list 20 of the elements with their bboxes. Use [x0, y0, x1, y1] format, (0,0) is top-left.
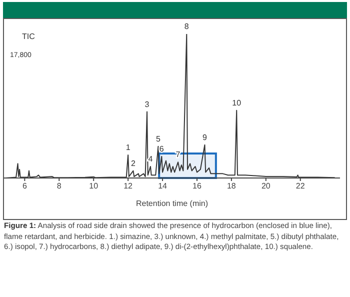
x-axis-title: Retention time (min) — [136, 199, 208, 208]
x-tick-label: 20 — [261, 182, 271, 191]
x-tick-label: 6 — [22, 182, 28, 191]
annotation: 1 — [126, 142, 131, 152]
x-tick-label: 8 — [56, 182, 62, 191]
y-axis-title: TIC — [22, 32, 35, 41]
x-tick-label: 12 — [124, 182, 134, 191]
annotation: 9 — [202, 132, 208, 142]
annotation: 3 — [144, 100, 150, 109]
annotation: 8 — [184, 22, 190, 31]
x-tick-label: 10 — [89, 182, 99, 191]
annotation: 10 — [232, 98, 242, 108]
x-tick-label: 22 — [296, 182, 306, 191]
x-tick-label: 18 — [226, 182, 236, 191]
x-tick-label: 14 — [158, 182, 168, 191]
annotation: 6 — [159, 144, 164, 154]
annotation: 2 — [131, 158, 136, 168]
x-tick-label: 16 — [192, 182, 202, 191]
annotation: 5 — [156, 134, 161, 144]
annotation: 4 — [148, 154, 154, 164]
